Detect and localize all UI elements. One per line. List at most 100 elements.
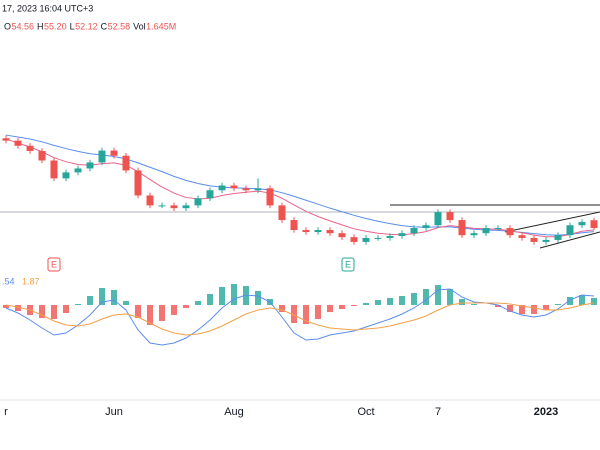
histogram-bar	[39, 305, 45, 318]
legend-value: 1.645M	[146, 21, 176, 31]
candle-body	[398, 233, 406, 236]
candle-body	[146, 195, 154, 206]
histogram-bar	[255, 291, 261, 305]
histogram-bar	[99, 288, 105, 305]
histogram-bar	[147, 305, 153, 325]
legend-value: 55.20	[44, 21, 67, 31]
candle-body	[110, 150, 118, 156]
histogram-bar	[111, 290, 117, 305]
candle-body	[86, 162, 94, 169]
candle-body	[554, 235, 562, 240]
candle-body	[458, 220, 466, 236]
histogram-bar	[15, 305, 21, 311]
histogram-bar	[291, 305, 297, 323]
candle-body	[278, 205, 286, 221]
candle-body	[542, 239, 550, 242]
legend-value: 52.58	[108, 21, 131, 31]
candle-body	[14, 140, 22, 146]
histogram-bar	[363, 303, 369, 305]
histogram-bar	[567, 297, 573, 305]
histogram-bar	[507, 305, 513, 312]
histogram-bar	[351, 305, 357, 306]
candle-body	[242, 188, 250, 191]
candle-body	[290, 220, 298, 231]
histogram-bar	[219, 287, 225, 305]
legend-value: 54.56	[12, 21, 35, 31]
candle-body	[530, 237, 538, 242]
histogram-bar	[195, 301, 201, 305]
candle-body	[26, 145, 34, 151]
macd-legend: 1.87	[22, 276, 40, 286]
histogram-bar	[75, 304, 81, 305]
legend-label: L	[70, 21, 75, 31]
x-tick-label: Aug	[224, 406, 244, 418]
candle-body	[50, 160, 58, 179]
histogram-bar	[387, 298, 393, 305]
legend-value: 52.12	[75, 21, 98, 31]
candle-body	[134, 170, 142, 196]
candle-body	[206, 190, 214, 199]
candle-body	[434, 212, 442, 226]
candle-body	[158, 205, 166, 207]
histogram-bar	[51, 305, 57, 319]
histogram-bar	[375, 300, 381, 305]
candle-body	[314, 230, 322, 232]
event-label: E	[51, 259, 57, 269]
x-tick-label: 2023	[534, 406, 558, 418]
candle-body	[302, 230, 310, 232]
signal-line	[5, 302, 595, 336]
histogram-bar	[591, 298, 597, 305]
histogram-bar	[471, 304, 477, 305]
x-tick-label: Jun	[105, 406, 123, 418]
candle-body	[350, 237, 358, 242]
header: 17, 2023 16:04 UTC+3	[2, 3, 93, 13]
candle-body	[386, 235, 394, 238]
histogram-bar	[435, 285, 441, 305]
macd-line	[5, 288, 595, 346]
candle-body	[506, 228, 514, 236]
candle-body	[374, 237, 382, 239]
histogram-bar	[519, 305, 525, 314]
histogram-bar	[543, 305, 549, 310]
candle-body	[482, 228, 490, 234]
histogram-bar	[207, 294, 213, 305]
candle-body	[566, 225, 574, 236]
histogram-bar	[279, 305, 285, 312]
candle-body	[254, 188, 262, 191]
candle-body	[470, 233, 478, 236]
histogram-bar	[399, 296, 405, 305]
candle-body	[362, 237, 370, 242]
histogram-bar	[87, 296, 93, 305]
channel-lower	[539, 231, 600, 249]
candle-body	[62, 172, 70, 179]
histogram-bar	[159, 305, 165, 321]
histogram-bar	[459, 299, 465, 305]
candle-body	[590, 220, 598, 229]
histogram-bar	[63, 305, 69, 313]
histogram-bar	[3, 305, 9, 308]
candle-body	[182, 205, 190, 209]
candle-body	[230, 185, 238, 189]
event-marker	[47, 257, 61, 272]
candle-body	[446, 212, 454, 221]
channel-upper	[504, 211, 600, 233]
moving-average	[5, 138, 595, 238]
legend-label: O	[4, 21, 11, 31]
x-tick-label: Oct	[357, 406, 374, 418]
histogram-bar	[495, 305, 501, 307]
histogram-bar	[339, 305, 345, 309]
candle-body	[494, 228, 502, 230]
histogram-bar	[315, 305, 321, 319]
histogram-bar	[183, 305, 189, 308]
candle-body	[578, 222, 586, 226]
histogram-bar	[423, 289, 429, 305]
candle-body	[74, 168, 82, 173]
histogram-bar	[231, 284, 237, 305]
candle-body	[338, 233, 346, 238]
histogram-bar	[327, 305, 333, 312]
x-tick-label: 7	[435, 406, 441, 418]
histogram-bar	[135, 305, 141, 318]
histogram-bar	[555, 304, 561, 305]
histogram-bar	[531, 305, 537, 314]
